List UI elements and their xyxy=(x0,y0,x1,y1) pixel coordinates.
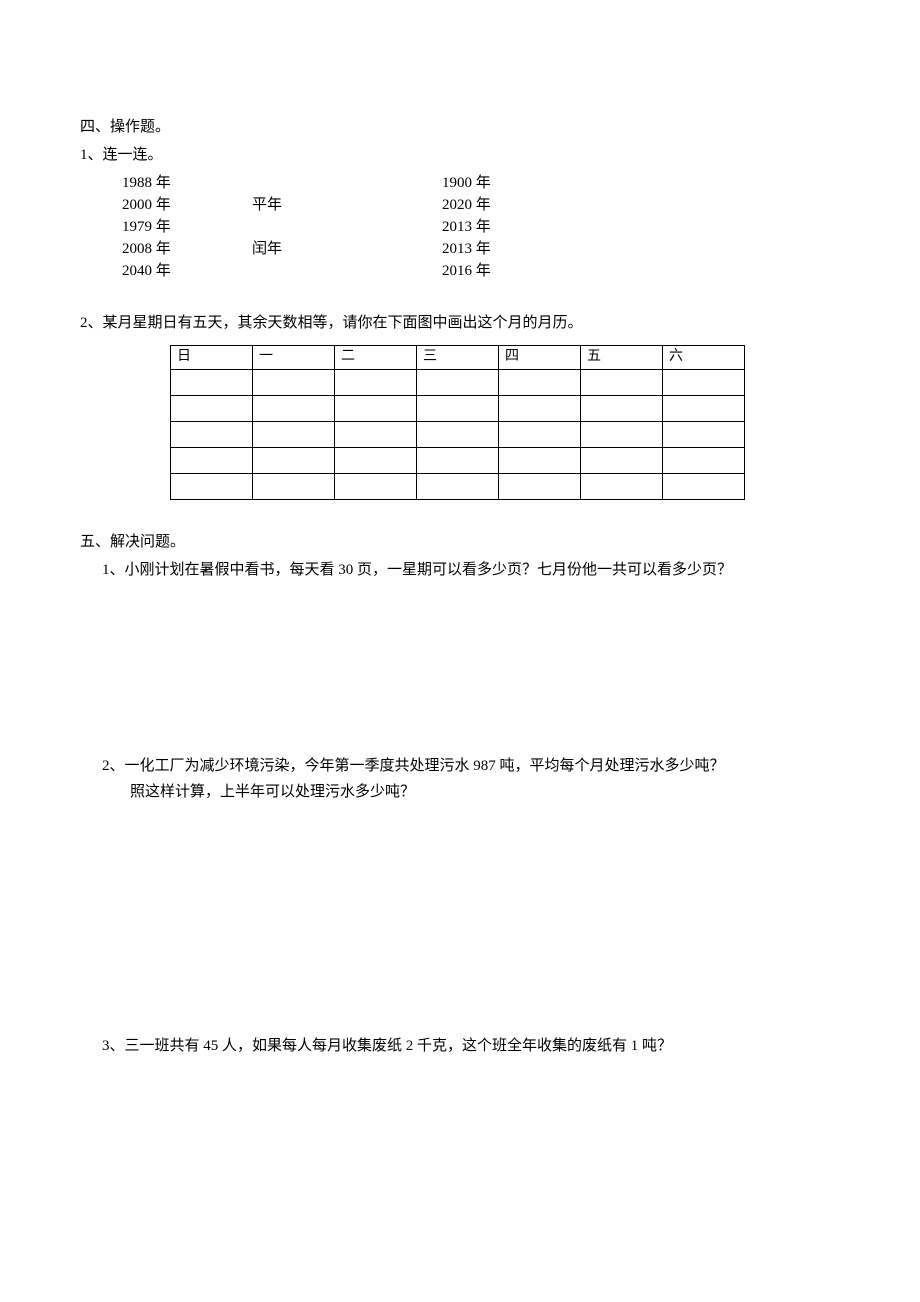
q1-label: 1、连一连。 xyxy=(80,143,840,167)
year-left-3: 2008 年 xyxy=(122,237,252,261)
calendar-row xyxy=(171,474,745,500)
section-4-heading: 四、操作题。 xyxy=(80,115,840,139)
answer-space-2 xyxy=(80,804,840,1034)
years-row: 1988 年 1900 年 xyxy=(122,171,840,193)
calendar-header-cell: 四 xyxy=(499,346,581,370)
years-row: 2040 年 2016 年 xyxy=(122,259,840,281)
year-type-1: 平年 xyxy=(252,193,442,217)
year-right-3: 2013 年 xyxy=(442,237,542,261)
year-left-1: 2000 年 xyxy=(122,193,252,217)
year-right-1: 2020 年 xyxy=(442,193,542,217)
section-5-heading: 五、解决问题。 xyxy=(80,530,840,554)
problem-2-line1: 2、一化工厂为减少环境污染，今年第一季度共处理污水 987 吨，平均每个月处理污… xyxy=(80,754,840,778)
year-right-2: 2013 年 xyxy=(442,215,542,239)
calendar-row xyxy=(171,370,745,396)
year-right-4: 2016 年 xyxy=(442,259,542,283)
calendar-header-cell: 三 xyxy=(417,346,499,370)
problem-1: 1、小刚计划在暑假中看书，每天看 30 页，一星期可以看多少页？七月份他一共可以… xyxy=(80,558,840,582)
year-left-0: 1988 年 xyxy=(122,171,252,195)
years-row: 1979 年 2013 年 xyxy=(122,215,840,237)
calendar-header-cell: 五 xyxy=(581,346,663,370)
q2-label: 2、某月星期日有五天，其余天数相等，请你在下面图中画出这个月的月历。 xyxy=(80,311,840,335)
calendar-row xyxy=(171,448,745,474)
year-right-0: 1900 年 xyxy=(442,171,542,195)
years-row: 2008 年 闰年 2013 年 xyxy=(122,237,840,259)
years-row: 2000 年 平年 2020 年 xyxy=(122,193,840,215)
problem-3: 3、三一班共有 45 人，如果每人每月收集废纸 2 千克，这个班全年收集的废纸有… xyxy=(80,1034,840,1058)
problem-2-line2: 照这样计算，上半年可以处理污水多少吨？ xyxy=(80,780,840,804)
year-type-3: 闰年 xyxy=(252,237,442,261)
section-5: 五、解决问题。 1、小刚计划在暑假中看书，每天看 30 页，一星期可以看多少页？… xyxy=(80,530,840,1058)
calendar-header-row: 日 一 二 三 四 五 六 xyxy=(171,346,745,370)
calendar-header-cell: 六 xyxy=(663,346,745,370)
calendar-header-cell: 日 xyxy=(171,346,253,370)
calendar-header-cell: 一 xyxy=(253,346,335,370)
calendar-row xyxy=(171,422,745,448)
answer-space-1 xyxy=(80,584,840,754)
year-left-2: 1979 年 xyxy=(122,215,252,239)
calendar-row xyxy=(171,396,745,422)
year-left-4: 2040 年 xyxy=(122,259,252,283)
calendar-table: 日 一 二 三 四 五 六 xyxy=(170,345,745,500)
calendar-header-cell: 二 xyxy=(335,346,417,370)
years-matching-block: 1988 年 1900 年 2000 年 平年 2020 年 1979 年 20… xyxy=(80,171,840,281)
